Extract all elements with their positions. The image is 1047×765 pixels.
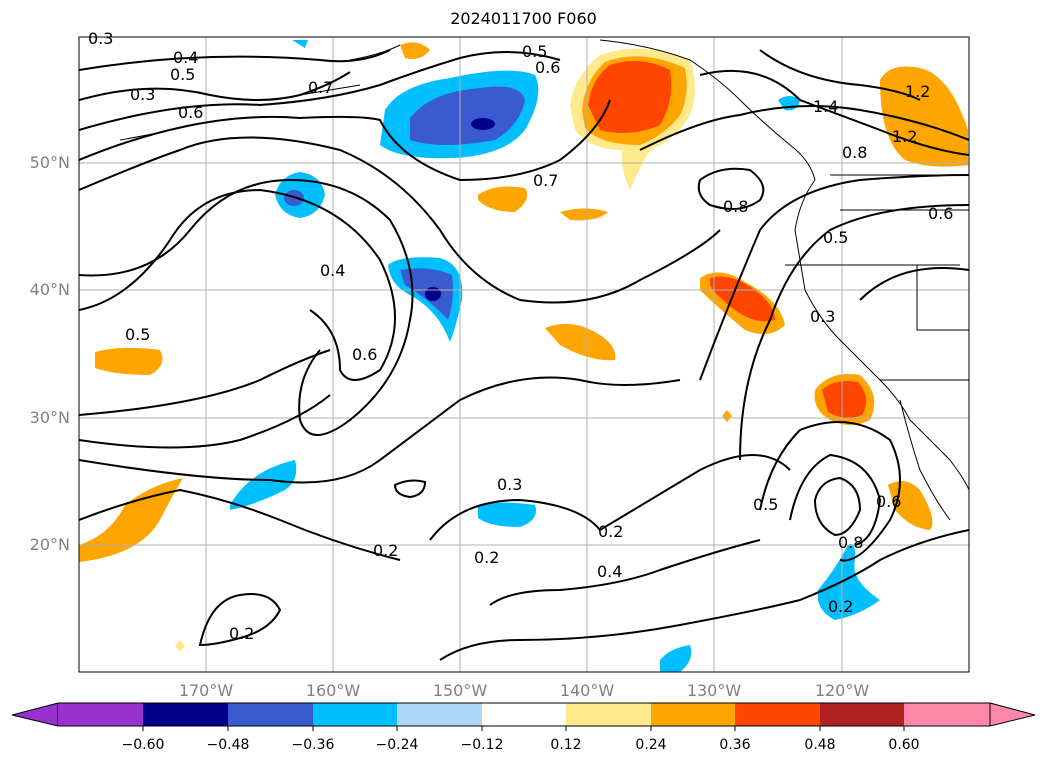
contour-label: 0.3 [88,29,113,48]
colorbar-tick-label: −0.60 [121,737,165,753]
contour-label: 0.5 [823,228,848,247]
contour-label: 0.2 [828,597,853,616]
contour-label: 0.4 [597,562,622,581]
colorbar-segment [735,703,820,726]
colorbar-tick-label: 0.12 [550,737,582,753]
colorbar-segment [143,703,228,726]
contour-label: 0.6 [535,58,560,77]
contour-label: 1.2 [892,127,917,146]
contour-label: 0.4 [320,261,345,280]
contour-label: 0.8 [842,143,867,162]
colorbar-tick-label: 0.48 [804,737,836,753]
negative-anomaly-region-center [388,257,463,342]
colorbar-tick-label: −0.12 [460,737,504,753]
latitude-label: 40°N [29,280,70,299]
colorbar-segment [482,703,566,726]
positive-anomaly-region-strip [560,208,608,221]
contour-label: 0.2 [229,624,254,643]
contour-label: 1.2 [905,82,930,101]
contour-label: 0.3 [497,475,522,494]
contour-label: 0.5 [170,65,195,84]
longitude-label: 130°W [686,681,742,700]
contour-label: 0.4 [173,48,198,67]
map-title: 2024011700 F060 [450,9,597,28]
contour-label-group: 0.3 0.4 0.5 0.5 0.6 0.6 0.7 0.7 0.8 0.8 … [88,29,953,643]
contour-label: 0.5 [753,495,778,514]
colorbar-segment [820,703,904,726]
colorbar-tick-label: 0.24 [635,737,667,753]
positive-anomaly-region-northeast [880,66,968,167]
contour-label: 0.5 [125,325,150,344]
colorbar-segment [566,703,651,726]
colorbar-tick-label: 0.60 [888,737,920,753]
contour-label: 0.3 [130,85,155,104]
contour-label: 0.2 [474,548,499,567]
positive-anomaly-region-southeast [814,374,875,425]
contour-label: 0.7 [533,171,558,190]
positive-anomaly-region-gulf [570,48,695,190]
colorbar-segment [904,703,990,726]
map-frame [78,36,970,673]
colorbar-segment [313,703,397,726]
contour-label: 0.7 [308,78,333,97]
graticule [79,37,969,672]
negative-anomaly-region-top [292,40,308,48]
positive-anomaly-region-east [700,272,785,334]
positive-anomaly-region-center [545,323,616,361]
positive-anomaly-dot [722,410,732,422]
latitude-label: 20°N [29,535,70,554]
colorbar-segment [651,703,735,726]
colorbar-segment [397,703,482,726]
longitude-label: 170°W [178,681,234,700]
colorbar-tick-label: −0.24 [375,737,419,753]
contour-label: 0.6 [876,492,901,511]
coastlines [119,39,969,521]
colorbar [11,702,1036,731]
contour-label: 0.3 [810,307,835,326]
longitude-label: 140°W [559,681,615,700]
positive-anomaly-region-southwest [79,478,183,562]
negative-anomaly-region-north [380,70,539,159]
negative-anomaly-region-southwest [230,460,297,510]
colorbar-tick-label: 0.36 [719,737,751,753]
colorbar-segment [11,702,59,727]
contour-lines [79,49,969,661]
shaded-anomaly-regions [79,40,968,672]
longitude-label: 150°W [432,681,488,700]
colorbar-segment [228,703,313,726]
contour-label: 1.4 [813,97,838,116]
positive-anomaly-region-small-north [478,186,528,212]
contour-label: 0.8 [723,197,748,216]
contour-label: 0.6 [352,345,377,364]
colorbar-tick-label: −0.48 [206,737,250,753]
longitude-label: 120°W [814,681,870,700]
contour-label: 0.6 [178,103,203,122]
contour-label: 0.2 [373,541,398,560]
longitude-label: 160°W [305,681,361,700]
colorbar-tick-label: −0.36 [291,737,335,753]
negative-anomaly-region-south [478,502,536,527]
contour-label: 0.5 [522,42,547,61]
contour-label: 0.2 [598,522,623,541]
negative-anomaly-region-bottom [660,645,692,672]
positive-anomaly-region-west [95,347,163,375]
latitude-label: 30°N [29,408,70,427]
positive-anomaly-region-top [400,42,430,59]
negative-anomaly-region-southeast [817,544,880,620]
contour-label: 0.6 [928,204,953,223]
colorbar-segment [58,703,143,726]
contour-label: 0.8 [838,533,863,552]
positive-anomaly-dot-south [175,640,185,652]
latitude-label: 50°N [29,153,70,172]
colorbar-segment [989,702,1036,727]
